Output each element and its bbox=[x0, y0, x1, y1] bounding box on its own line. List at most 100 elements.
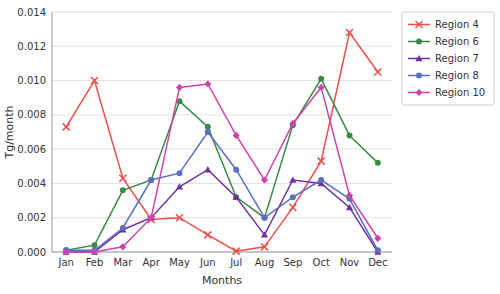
marker-triangle bbox=[289, 176, 296, 182]
marker-stroke bbox=[289, 204, 296, 211]
marker-circle bbox=[375, 247, 381, 253]
marker-stroke bbox=[318, 158, 325, 165]
marker-x bbox=[289, 204, 296, 211]
legend-entry: Region 7 bbox=[408, 53, 479, 64]
marker-circle bbox=[148, 177, 154, 183]
plot-data bbox=[63, 29, 382, 256]
marker-triangle bbox=[261, 231, 268, 237]
marker-diamond bbox=[233, 132, 240, 139]
marker-stroke bbox=[261, 243, 268, 250]
grid-line bbox=[52, 217, 392, 218]
marker-stroke bbox=[204, 231, 211, 238]
marker-diamond bbox=[119, 243, 126, 250]
marker-x bbox=[91, 77, 98, 84]
marker-stroke bbox=[63, 123, 70, 130]
grid-line bbox=[52, 114, 392, 115]
y-tick-label: 0.010 bbox=[17, 75, 46, 86]
marker-stroke bbox=[176, 214, 183, 221]
legend-label: Region 6 bbox=[435, 36, 479, 47]
marker-stroke bbox=[261, 243, 268, 250]
y-tick-label: 0.006 bbox=[17, 144, 46, 155]
y-tick-label: 0.004 bbox=[17, 178, 46, 189]
marker-diamond bbox=[204, 80, 211, 87]
x-tick-label: Jun bbox=[199, 257, 216, 268]
marker-stroke bbox=[233, 248, 240, 255]
marker-triangle bbox=[204, 166, 211, 172]
marker-circle bbox=[120, 225, 126, 231]
grid-line bbox=[52, 46, 392, 47]
grid-line bbox=[52, 149, 392, 150]
marker-x bbox=[233, 248, 240, 255]
series-line bbox=[66, 132, 378, 250]
marker-stroke bbox=[416, 21, 423, 28]
x-axis-title: Months bbox=[202, 274, 242, 287]
x-tick-label: Sep bbox=[283, 257, 302, 268]
marker-diamond bbox=[261, 176, 268, 183]
marker-stroke bbox=[119, 175, 126, 182]
marker-circle bbox=[347, 132, 353, 138]
marker-circle bbox=[290, 194, 296, 200]
marker-circle bbox=[148, 177, 154, 183]
marker-x bbox=[204, 231, 211, 238]
x-tick-label: May bbox=[169, 257, 190, 268]
x-tick-label: Jul bbox=[229, 257, 242, 268]
x-tick-label: Apr bbox=[143, 257, 161, 268]
marker-x bbox=[63, 123, 70, 130]
marker-circle bbox=[318, 177, 324, 183]
legend-box bbox=[402, 12, 494, 105]
legend-marker bbox=[416, 21, 423, 28]
x-tick-label: Jan bbox=[57, 257, 73, 268]
series bbox=[63, 76, 381, 253]
marker-x bbox=[346, 29, 353, 36]
grid-line bbox=[52, 80, 392, 81]
y-axis: 0.0000.0020.0040.0060.0080.0100.0120.014 bbox=[17, 7, 392, 258]
legend-entry: Region 8 bbox=[408, 70, 479, 81]
marker-x bbox=[318, 158, 325, 165]
marker-diamond bbox=[63, 248, 70, 255]
y-tick-label: 0.012 bbox=[17, 41, 46, 52]
y-tick-label: 0.002 bbox=[17, 212, 46, 223]
marker-circle bbox=[205, 124, 211, 130]
legend-entry: Region 6 bbox=[408, 36, 479, 47]
marker-triangle bbox=[176, 183, 183, 189]
marker-circle bbox=[177, 170, 183, 176]
series-line bbox=[66, 33, 378, 252]
legend-label: Region 10 bbox=[435, 87, 485, 98]
marker-stroke bbox=[289, 204, 296, 211]
marker-stroke bbox=[63, 123, 70, 130]
marker-x bbox=[119, 175, 126, 182]
marker-diamond bbox=[176, 84, 183, 91]
legend-entry: Region 4 bbox=[408, 19, 479, 30]
x-axis-line bbox=[52, 252, 392, 253]
legend-marker bbox=[416, 39, 422, 45]
marker-circle bbox=[92, 242, 98, 248]
legend-marker bbox=[415, 55, 422, 61]
legend-label: Region 4 bbox=[435, 19, 479, 30]
series bbox=[63, 80, 382, 255]
legend-label: Region 7 bbox=[435, 53, 479, 64]
marker-diamond bbox=[318, 84, 325, 91]
x-tick-label: Oct bbox=[313, 257, 330, 268]
x-tick-label: Dec bbox=[368, 257, 387, 268]
marker-stroke bbox=[91, 77, 98, 84]
legend-entry: Region 10 bbox=[408, 87, 485, 98]
legend-label: Region 8 bbox=[435, 70, 479, 81]
marker-stroke bbox=[374, 69, 381, 76]
marker-diamond bbox=[148, 214, 155, 221]
legend: Region 4 Region 6 Region 7 Region 8 Region 1… bbox=[402, 12, 494, 105]
marker-circle bbox=[205, 129, 211, 135]
series-line bbox=[66, 79, 378, 250]
legend-marker bbox=[415, 89, 422, 96]
x-tick-label: Mar bbox=[113, 257, 133, 268]
x-tick-label: Feb bbox=[86, 257, 104, 268]
marker-circle bbox=[375, 160, 381, 166]
marker-stroke bbox=[233, 248, 240, 255]
legend-marker bbox=[416, 73, 422, 79]
series bbox=[63, 166, 382, 255]
series bbox=[63, 29, 382, 255]
marker-circle bbox=[318, 76, 324, 82]
y-axis-title: Tg/month bbox=[3, 105, 16, 159]
marker-stroke bbox=[91, 77, 98, 84]
marker-stroke bbox=[346, 29, 353, 36]
x-tick-label: Nov bbox=[340, 257, 360, 268]
